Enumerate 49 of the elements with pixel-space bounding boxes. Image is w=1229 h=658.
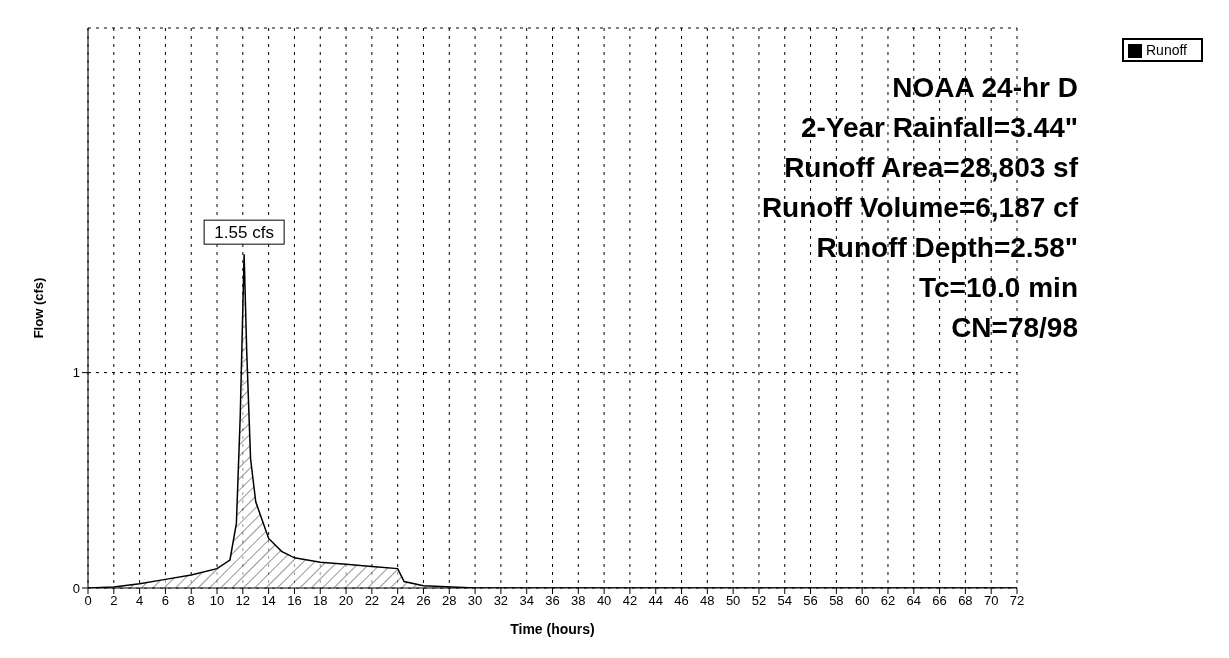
legend-label: Runoff <box>1146 42 1187 58</box>
x-tick-label: 8 <box>187 593 195 609</box>
x-tick-label: 68 <box>958 593 973 609</box>
y-tick-label: 1 <box>72 365 80 381</box>
x-tick-label: 52 <box>751 593 767 609</box>
x-tick-label: 0 <box>84 593 92 609</box>
x-tick-label: 54 <box>777 593 792 609</box>
x-tick-label: 16 <box>287 593 302 609</box>
x-tick-label: 44 <box>648 593 663 609</box>
annotation: Runoff Depth=2.58" <box>815 231 1078 265</box>
x-tick-label: 46 <box>674 593 689 609</box>
x-tick-label: 48 <box>700 593 715 609</box>
x-tick-label: 4 <box>135 593 144 609</box>
x-tick-label: 28 <box>442 593 457 609</box>
x-tick-label: 12 <box>235 593 251 609</box>
x-tick-label: 58 <box>829 593 844 609</box>
annotation: Runoff Area=28,803 sf <box>783 151 1078 185</box>
x-tick-label: 56 <box>803 593 818 609</box>
x-tick-label: 50 <box>725 593 741 609</box>
x-tick-label: 24 <box>390 593 405 609</box>
x-tick-label: 62 <box>880 593 896 609</box>
x-tick-label: 14 <box>261 593 276 609</box>
x-tick-label: 6 <box>161 593 170 609</box>
x-tick-label: 18 <box>313 593 328 609</box>
x-tick-label: 72 <box>1009 593 1025 609</box>
x-tick-label: 30 <box>467 593 483 609</box>
annotation: 2-Year Rainfall=3.44" <box>799 111 1078 145</box>
x-tick-label: 60 <box>854 593 870 609</box>
x-tick-label: 64 <box>906 593 922 609</box>
x-tick-label: 40 <box>596 593 612 609</box>
y-axis-title: Flow (cfs) <box>30 277 46 339</box>
x-tick-label: 20 <box>338 593 354 609</box>
x-tick-label: 36 <box>545 593 560 609</box>
x-tick-label: 38 <box>571 593 586 609</box>
x-tick-label: 26 <box>416 593 431 609</box>
x-tick-label: 22 <box>364 593 380 609</box>
annotation: CN=78/98 <box>950 311 1078 345</box>
x-tick-label: 66 <box>932 593 947 609</box>
x-tick-label: 70 <box>983 593 999 609</box>
x-axis-title: Time (hours) <box>510 621 595 637</box>
annotation: Runoff Volume=6,187 cf <box>761 191 1078 225</box>
annotation: Tc=10.0 min <box>918 271 1078 305</box>
x-tick-label: 42 <box>622 593 638 609</box>
x-tick-label: 10 <box>209 593 225 609</box>
x-tick-label: 2 <box>110 593 118 609</box>
x-tick-label: 32 <box>493 593 509 609</box>
x-tick-label: 34 <box>519 593 534 609</box>
annotation: 1.55 cfs <box>214 223 274 243</box>
annotation: NOAA 24-hr D <box>891 71 1078 105</box>
